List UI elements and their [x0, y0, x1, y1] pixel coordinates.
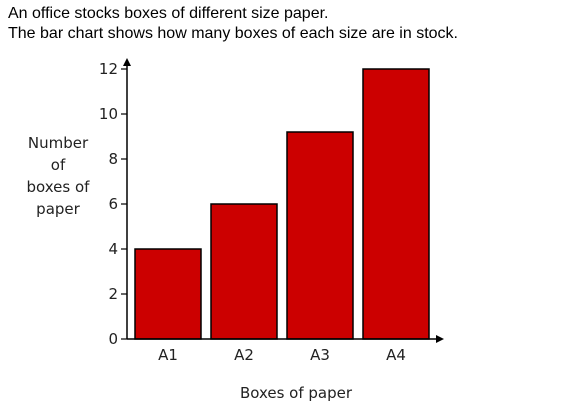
- bar-a1: [134, 248, 202, 340]
- x-tick-label-a4: A4: [386, 346, 406, 364]
- y-tick-label-6: 6: [108, 195, 118, 213]
- intro-line-1: An office stocks boxes of different size…: [8, 5, 329, 22]
- y-tick-label-12: 12: [99, 60, 118, 78]
- bar-a3: [286, 131, 354, 340]
- y-tick-label-0: 0: [108, 330, 118, 348]
- y-axis-arrow: [123, 58, 131, 66]
- x-tick-label-a2: A2: [234, 346, 254, 364]
- x-axis-title: Boxes of paper: [240, 384, 353, 402]
- y-tick-label-4: 4: [108, 240, 118, 258]
- y-tick-label-10: 10: [99, 105, 118, 123]
- x-axis-arrow: [436, 335, 444, 343]
- y-tick-label-2: 2: [108, 285, 118, 303]
- bar-a2: [210, 203, 278, 340]
- y-axis-title-line-1: Number: [28, 134, 89, 152]
- y-axis-title-line-4: paper: [36, 200, 80, 218]
- intro-text: An office stocks boxes of different size…: [8, 4, 458, 44]
- y-axis-title-line-2: of: [51, 156, 66, 174]
- x-tick-label-a3: A3: [310, 346, 330, 364]
- bar-a4: [362, 68, 430, 340]
- y-axis-title-line-3: boxes of: [27, 178, 91, 196]
- y-tick-label-8: 8: [108, 150, 118, 168]
- intro-line-2: The bar chart shows how many boxes of ea…: [8, 25, 458, 42]
- x-tick-label-a1: A1: [158, 346, 178, 364]
